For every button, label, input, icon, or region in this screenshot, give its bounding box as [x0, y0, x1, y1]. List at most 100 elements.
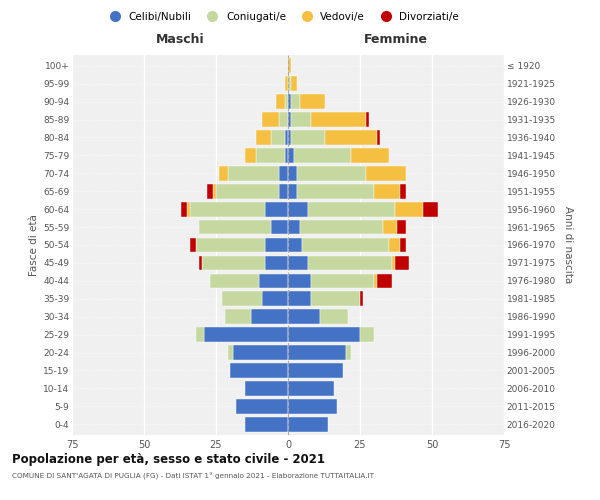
Bar — [366, 112, 368, 127]
Bar — [360, 328, 374, 342]
Bar — [213, 184, 216, 198]
Bar — [288, 256, 308, 270]
Bar — [285, 76, 288, 91]
Bar — [227, 166, 280, 180]
Bar — [383, 220, 397, 234]
Bar — [346, 345, 352, 360]
Bar — [271, 220, 288, 234]
Bar — [299, 94, 325, 109]
Bar — [288, 130, 291, 145]
Bar — [366, 166, 406, 180]
Bar — [245, 381, 288, 396]
Bar — [265, 202, 288, 216]
Bar — [377, 130, 380, 145]
Bar — [288, 184, 296, 198]
Bar — [265, 238, 288, 252]
Bar — [294, 148, 352, 162]
Bar — [374, 274, 377, 288]
Bar — [288, 310, 320, 324]
Bar — [280, 112, 288, 127]
Bar — [288, 166, 296, 180]
Bar — [227, 345, 233, 360]
Bar — [210, 274, 259, 288]
Bar — [196, 328, 205, 342]
Bar — [397, 220, 406, 234]
Bar — [288, 148, 294, 162]
Bar — [424, 202, 438, 216]
Bar — [216, 184, 280, 198]
Bar — [262, 112, 280, 127]
Bar — [262, 292, 288, 306]
Bar — [219, 166, 227, 180]
Bar — [288, 292, 311, 306]
Bar — [325, 130, 377, 145]
Bar — [205, 328, 288, 342]
Bar — [199, 256, 202, 270]
Y-axis label: Fasce di età: Fasce di età — [29, 214, 39, 276]
Text: Popolazione per età, sesso e stato civile - 2021: Popolazione per età, sesso e stato civil… — [12, 452, 325, 466]
Bar — [280, 184, 288, 198]
Bar — [288, 58, 291, 73]
Bar — [202, 256, 265, 270]
Bar — [288, 202, 308, 216]
Bar — [245, 148, 256, 162]
Bar — [256, 148, 285, 162]
Bar — [302, 238, 389, 252]
Bar — [245, 417, 288, 432]
Bar — [291, 130, 325, 145]
Bar — [389, 238, 400, 252]
Bar — [288, 363, 343, 378]
Bar — [256, 130, 271, 145]
Bar — [288, 399, 337, 413]
Bar — [230, 363, 288, 378]
Text: COMUNE DI SANT'AGATA DI PUGLIA (FG) - Dati ISTAT 1° gennaio 2021 - Elaborazione : COMUNE DI SANT'AGATA DI PUGLIA (FG) - Da… — [12, 472, 374, 480]
Bar — [187, 202, 190, 216]
Text: Femmine: Femmine — [364, 33, 428, 46]
Bar — [288, 112, 291, 127]
Bar — [288, 238, 302, 252]
Bar — [190, 238, 196, 252]
Legend: Celibi/Nubili, Coniugati/e, Vedovi/e, Divorziati/e: Celibi/Nubili, Coniugati/e, Vedovi/e, Di… — [101, 8, 463, 26]
Y-axis label: Anni di nascita: Anni di nascita — [563, 206, 573, 284]
Bar — [285, 130, 288, 145]
Bar — [377, 274, 392, 288]
Bar — [311, 292, 360, 306]
Bar — [360, 292, 363, 306]
Bar — [277, 94, 285, 109]
Bar — [288, 274, 311, 288]
Bar — [288, 220, 299, 234]
Bar — [251, 310, 288, 324]
Bar — [288, 328, 360, 342]
Bar — [395, 202, 424, 216]
Bar — [291, 76, 296, 91]
Bar — [299, 220, 383, 234]
Bar — [236, 399, 288, 413]
Bar — [208, 184, 213, 198]
Bar — [222, 292, 262, 306]
Bar — [311, 274, 374, 288]
Bar — [199, 220, 271, 234]
Bar — [296, 184, 374, 198]
Bar — [285, 148, 288, 162]
Bar — [311, 112, 366, 127]
Bar — [320, 310, 349, 324]
Bar — [352, 148, 389, 162]
Bar — [400, 238, 406, 252]
Bar — [291, 94, 299, 109]
Bar — [271, 130, 285, 145]
Bar — [285, 94, 288, 109]
Bar — [308, 202, 395, 216]
Bar — [288, 94, 291, 109]
Bar — [288, 417, 328, 432]
Bar — [181, 202, 187, 216]
Bar — [288, 381, 334, 396]
Bar — [288, 345, 346, 360]
Bar — [280, 166, 288, 180]
Bar — [392, 256, 395, 270]
Text: Maschi: Maschi — [155, 33, 205, 46]
Bar — [196, 238, 265, 252]
Bar — [395, 256, 409, 270]
Bar — [265, 256, 288, 270]
Bar — [190, 202, 265, 216]
Bar — [288, 76, 291, 91]
